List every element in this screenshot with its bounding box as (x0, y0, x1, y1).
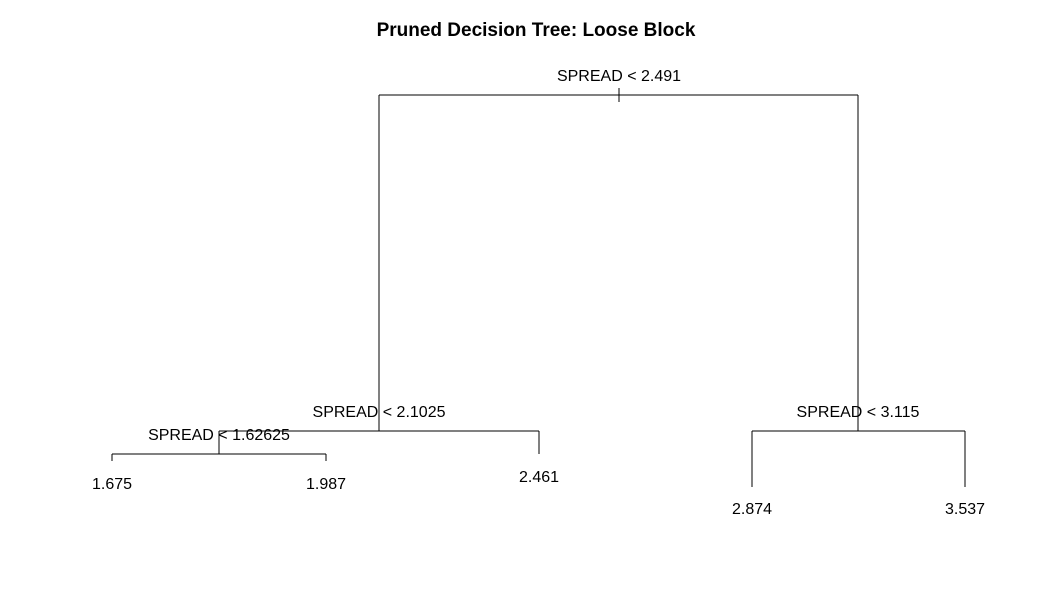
leaf-2-value: 1.987 (306, 476, 346, 493)
leaf-3-value: 2.461 (519, 469, 559, 486)
leaf-4-value: 2.874 (732, 501, 772, 518)
leaf-1-value: 1.675 (92, 476, 132, 493)
leaf-5-value: 3.537 (945, 501, 985, 518)
left-left-node-split-label: SPREAD < 1.62625 (148, 427, 290, 444)
chart-title: Pruned Decision Tree: Loose Block (377, 20, 696, 41)
left-node-split-label: SPREAD < 2.1025 (313, 404, 446, 421)
right-node-split-label: SPREAD < 3.115 (797, 404, 920, 421)
root-split-label: SPREAD < 2.491 (557, 68, 681, 85)
